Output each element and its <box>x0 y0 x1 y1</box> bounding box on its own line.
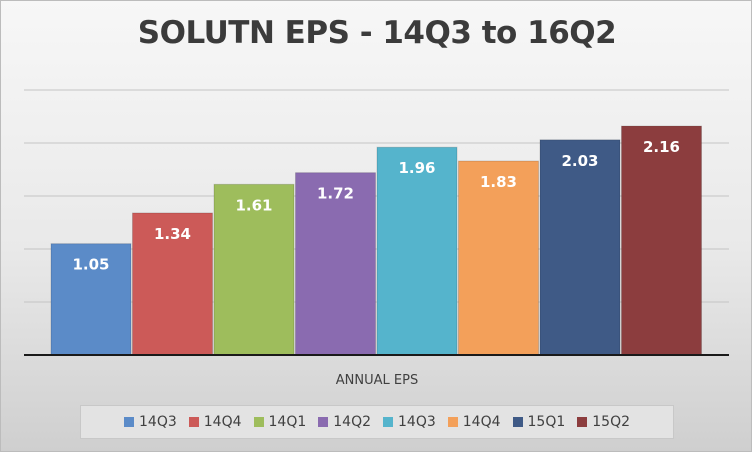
x-axis-label: ANNUAL EPS <box>335 373 419 388</box>
legend-label: 14Q1 <box>268 414 307 430</box>
bar-2 <box>132 212 213 356</box>
bar-value-label: 1.72 <box>317 185 354 203</box>
legend-swatch <box>512 417 523 427</box>
legend-swatch <box>383 417 393 427</box>
bar-3 <box>213 183 295 356</box>
bar-value-label: 1.61 <box>235 196 272 214</box>
legend-item: 14Q4 <box>447 414 501 430</box>
legend-swatch <box>577 417 588 427</box>
bar-value-label: 2.03 <box>561 152 598 170</box>
legend-item: 15Q2 <box>577 414 630 430</box>
bar-7 <box>539 139 621 356</box>
legend-swatch <box>318 417 329 427</box>
legend-label: 14Q4 <box>203 414 242 430</box>
legend-swatch <box>188 417 199 427</box>
bar-5 <box>376 146 458 356</box>
bar-value-label: 1.05 <box>72 256 109 274</box>
legend-label: 15Q2 <box>592 414 630 430</box>
legend-swatch <box>253 417 264 427</box>
bar-8 <box>621 125 702 356</box>
chart-title: SOLUTN EPS - 14Q3 to 16Q2 <box>137 15 617 51</box>
legend-label: 14Q3 <box>139 414 177 430</box>
bar-value-label: 1.96 <box>398 159 435 177</box>
bar-1 <box>50 243 132 356</box>
bar-value-label: 2.16 <box>643 138 680 156</box>
legend-item: 14Q2 <box>318 414 371 430</box>
legend-item: 14Q3 <box>383 414 436 430</box>
bar-value-label: 1.34 <box>154 225 191 243</box>
bar-4 <box>295 172 376 356</box>
legend-label: 15Q1 <box>527 414 566 430</box>
legend-swatch <box>447 417 458 427</box>
legend-label: 14Q2 <box>333 414 371 430</box>
legend-label: 14Q4 <box>462 414 501 430</box>
legend: 14Q3 14Q4 14Q1 14Q2 14Q3 14Q4 15Q1 15Q2 <box>80 405 674 439</box>
legend-item: 14Q4 <box>188 414 242 430</box>
bar-value-label: 1.83 <box>480 173 517 191</box>
legend-item: 15Q1 <box>512 414 566 430</box>
legend-label: 14Q3 <box>398 414 436 430</box>
bar-6 <box>458 160 539 356</box>
legend-swatch <box>124 417 134 427</box>
legend-item: 14Q3 <box>124 414 177 430</box>
legend-item: 14Q1 <box>253 414 307 430</box>
